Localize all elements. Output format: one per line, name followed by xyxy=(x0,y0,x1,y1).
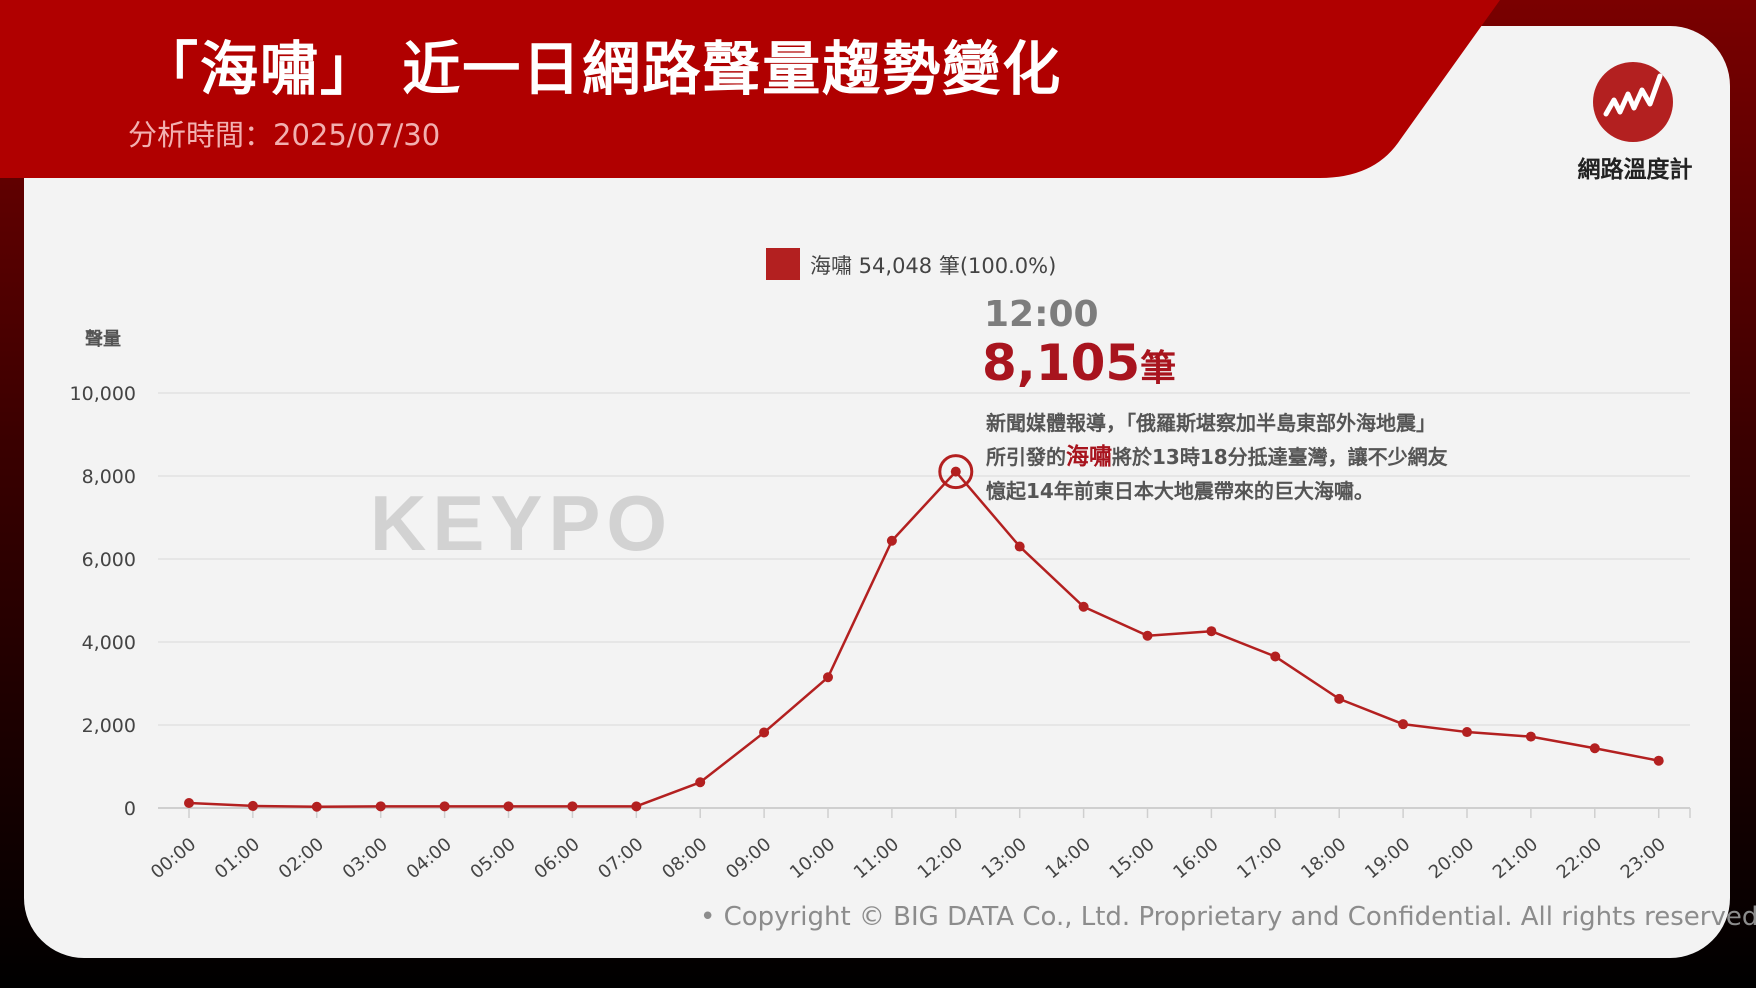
data-point[interactable] xyxy=(1014,541,1025,552)
thermometer-logo-icon xyxy=(1593,62,1673,142)
data-point[interactable] xyxy=(1525,731,1536,742)
data-point[interactable] xyxy=(1589,743,1600,754)
data-point[interactable] xyxy=(695,777,706,788)
x-tick-label: 13:00 xyxy=(978,834,1031,883)
peak-value-number: 8,105 xyxy=(982,334,1141,392)
data-point[interactable] xyxy=(184,798,194,809)
x-tick-label: 20:00 xyxy=(1425,834,1478,883)
data-point[interactable] xyxy=(1270,651,1281,662)
y-tick-label: 4,000 xyxy=(82,632,136,654)
y-tick-label: 6,000 xyxy=(82,549,136,571)
data-point[interactable] xyxy=(1334,693,1345,704)
x-tick-label: 18:00 xyxy=(1297,834,1350,883)
y-axis-label: 聲量 xyxy=(85,328,121,350)
series-line xyxy=(188,470,1659,809)
page-title: 「海嘯」 近一日網路聲量趨勢變化 xyxy=(140,35,1063,103)
x-tick-label: 03:00 xyxy=(339,834,392,883)
data-point[interactable] xyxy=(823,672,833,683)
logo-text: 網路溫度計 xyxy=(1577,157,1693,183)
note-line-3: 憶起14年前東日本大地震帶來的巨大海嘯。 xyxy=(986,479,1374,503)
legend-swatch xyxy=(766,248,800,280)
y-tick-label: 10,000 xyxy=(70,383,136,405)
x-tick-label: 07:00 xyxy=(594,834,647,883)
analysis-date: 分析時間：2025/07/30 xyxy=(128,118,441,152)
x-tick-label: 11:00 xyxy=(850,834,903,883)
header-band xyxy=(0,0,1500,178)
x-tick-label: 21:00 xyxy=(1489,834,1542,883)
y-tick-label: 2,000 xyxy=(82,715,136,737)
y-tick-label: 0 xyxy=(124,798,136,820)
data-point[interactable] xyxy=(439,801,450,812)
data-point[interactable] xyxy=(311,801,322,812)
note-line-2: 所引發的海嘯將於13時18分抵達臺灣，讓不少網友 xyxy=(986,440,1546,474)
chart-card xyxy=(24,26,1730,958)
x-tick-label: 22:00 xyxy=(1553,834,1606,883)
x-tick-label: 01:00 xyxy=(211,834,264,883)
x-tick-label: 23:00 xyxy=(1617,834,1670,883)
x-tick-label: 19:00 xyxy=(1361,834,1414,883)
x-tick-label: 15:00 xyxy=(1105,834,1158,883)
note-line-2-pre: 所引發的 xyxy=(986,445,1066,469)
logo xyxy=(1560,56,1710,186)
data-point[interactable] xyxy=(247,800,258,811)
note-line-1: 新聞媒體報導，「俄羅斯堪察加半島東部外海地震」 xyxy=(986,411,1436,435)
x-tick-label: 16:00 xyxy=(1169,834,1222,883)
x-tick-label: 10:00 xyxy=(786,834,839,883)
peak-highlight-ring xyxy=(938,454,974,490)
x-tick-label: 06:00 xyxy=(530,834,583,883)
data-point[interactable] xyxy=(503,801,514,812)
annotation-note: 新聞媒體報導，「俄羅斯堪察加半島東部外海地震」 所引發的海嘯將於13時18分抵達… xyxy=(986,406,1546,508)
copyright: • Copyright © BIG DATA Co., Ltd. Proprie… xyxy=(700,902,1756,932)
data-point[interactable] xyxy=(1462,727,1472,738)
peak-value: 8,105筆 xyxy=(982,334,1176,392)
data-point[interactable] xyxy=(950,466,961,477)
x-tick-label: 09:00 xyxy=(722,834,775,883)
peak-time: 12:00 xyxy=(984,294,1099,335)
x-tick-label: 12:00 xyxy=(914,834,967,883)
peak-value-unit: 筆 xyxy=(1140,348,1177,389)
note-line-2-post: 將於13時18分抵達臺灣，讓不少網友 xyxy=(1112,445,1448,469)
data-point[interactable] xyxy=(567,801,578,812)
data-point[interactable] xyxy=(886,535,897,546)
data-point[interactable] xyxy=(1078,601,1089,612)
note-highlight: 海嘯 xyxy=(1066,444,1112,470)
x-tick-label: 00:00 xyxy=(147,834,200,883)
legend: 海嘯 54,048 筆(100.0%) xyxy=(766,248,1056,280)
data-point[interactable] xyxy=(1398,719,1409,730)
x-tick-label: 02:00 xyxy=(275,834,328,883)
data-point[interactable] xyxy=(1206,626,1217,637)
data-point[interactable] xyxy=(375,801,386,812)
watermark: KEYPO xyxy=(370,479,673,567)
x-tick-label: 05:00 xyxy=(466,834,519,883)
x-tick-label: 04:00 xyxy=(403,834,456,883)
data-point[interactable] xyxy=(631,801,642,812)
legend-label: 海嘯 54,048 筆(100.0%) xyxy=(810,254,1056,278)
data-point[interactable] xyxy=(1142,630,1153,641)
x-tick-label: 08:00 xyxy=(658,834,711,883)
y-tick-label: 8,000 xyxy=(82,466,136,488)
data-point[interactable] xyxy=(1653,755,1664,766)
x-tick-label: 14:00 xyxy=(1042,834,1095,883)
x-tick-label: 17:00 xyxy=(1233,834,1286,883)
data-point[interactable] xyxy=(759,727,770,738)
